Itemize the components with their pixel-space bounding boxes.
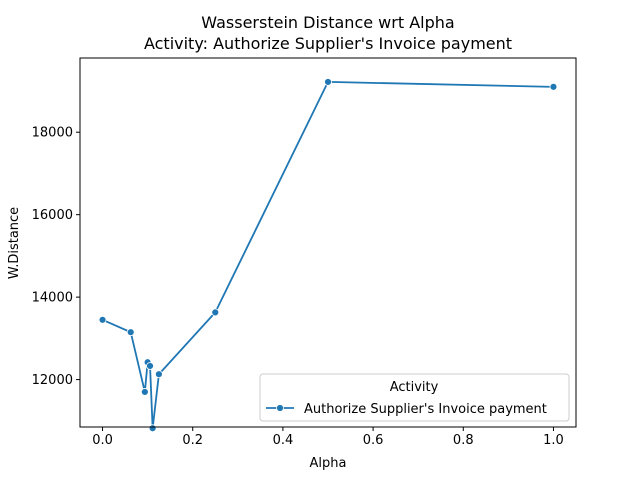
data-point bbox=[98, 315, 107, 324]
series-line bbox=[102, 81, 554, 430]
x-tick-label: 0.4 bbox=[273, 433, 294, 448]
y-tick-label: 16000 bbox=[32, 208, 73, 223]
data-point bbox=[324, 78, 332, 86]
x-axis: 0.0 0.2 0.4 0.6 0.8 1.0 bbox=[92, 427, 564, 448]
data-point bbox=[549, 82, 558, 91]
x-tick-label: 0.8 bbox=[453, 433, 474, 448]
y-tick-label: 12000 bbox=[32, 373, 73, 388]
chart-subtitle: Activity: Authorize Supplier's Invoice p… bbox=[144, 34, 512, 53]
x-tick-label: 0.2 bbox=[182, 433, 203, 448]
data-point bbox=[146, 362, 154, 370]
x-tick-label: 0.0 bbox=[92, 433, 113, 448]
data-point bbox=[126, 328, 135, 337]
legend-point-marker bbox=[276, 404, 284, 412]
data-point bbox=[211, 308, 220, 317]
y-tick-label: 18000 bbox=[32, 126, 73, 141]
y-tick-label: 14000 bbox=[32, 291, 73, 306]
legend: Activity Authorize Supplier's Invoice pa… bbox=[259, 373, 570, 422]
plot-frame bbox=[79, 57, 577, 428]
data-point bbox=[155, 370, 163, 379]
plot-area bbox=[98, 78, 558, 433]
legend-title: Activity bbox=[390, 380, 439, 395]
y-axis: 12000 14000 16000 18000 bbox=[32, 126, 80, 388]
y-axis-label: W.Distance bbox=[7, 207, 22, 279]
x-tick-label: 1.0 bbox=[543, 433, 564, 448]
x-axis-label: Alpha bbox=[310, 456, 347, 471]
data-point bbox=[148, 424, 157, 433]
x-tick-label: 0.6 bbox=[363, 433, 384, 448]
chart-title: Wasserstein Distance wrt Alpha bbox=[201, 13, 454, 32]
legend-box bbox=[259, 373, 570, 422]
data-point bbox=[140, 388, 149, 396]
legend-series-label: Authorize Supplier's Invoice payment bbox=[304, 402, 547, 417]
